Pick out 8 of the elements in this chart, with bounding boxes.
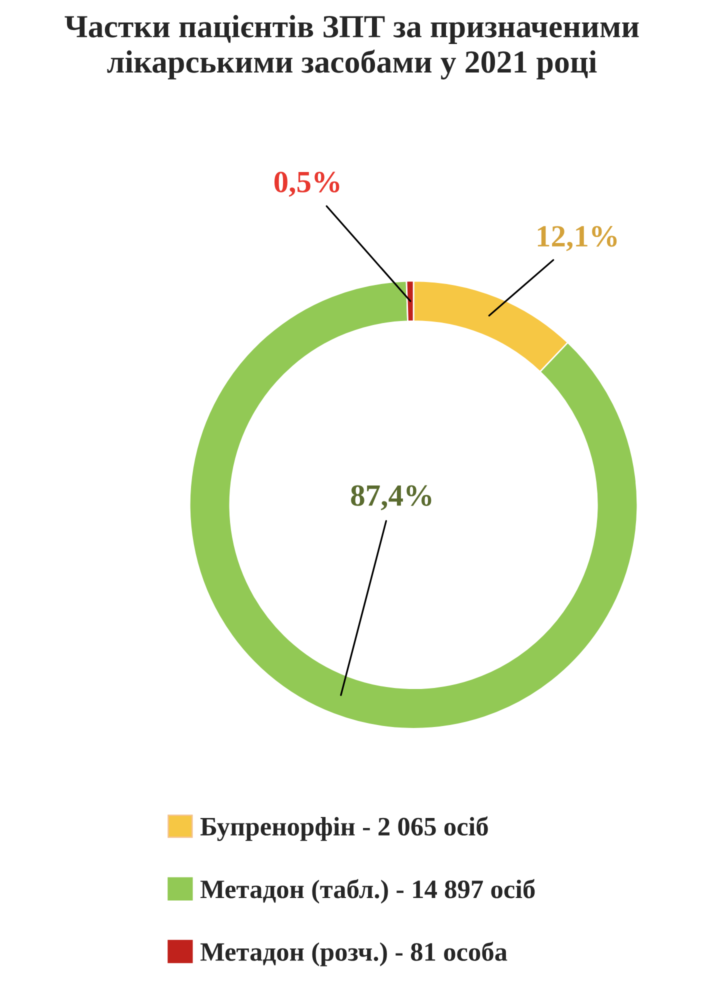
data-label: 87,4% (351, 485, 432, 510)
data-label: 12,1% (538, 226, 617, 252)
donut-slice (188, 280, 638, 730)
legend-label: Метадон (табл.) - 14 897 осіб (200, 879, 535, 904)
legend-label: Бупренорфін - 2 065 осіб (200, 816, 488, 842)
data-label: 0,5% (274, 172, 340, 197)
legend-label: Метадон (розч.) - 81 особа (200, 942, 508, 966)
chart-title: Частки пацієнтів ЗПТ за призначеними лікарськими засобами у 2021 році (64, 15, 639, 80)
